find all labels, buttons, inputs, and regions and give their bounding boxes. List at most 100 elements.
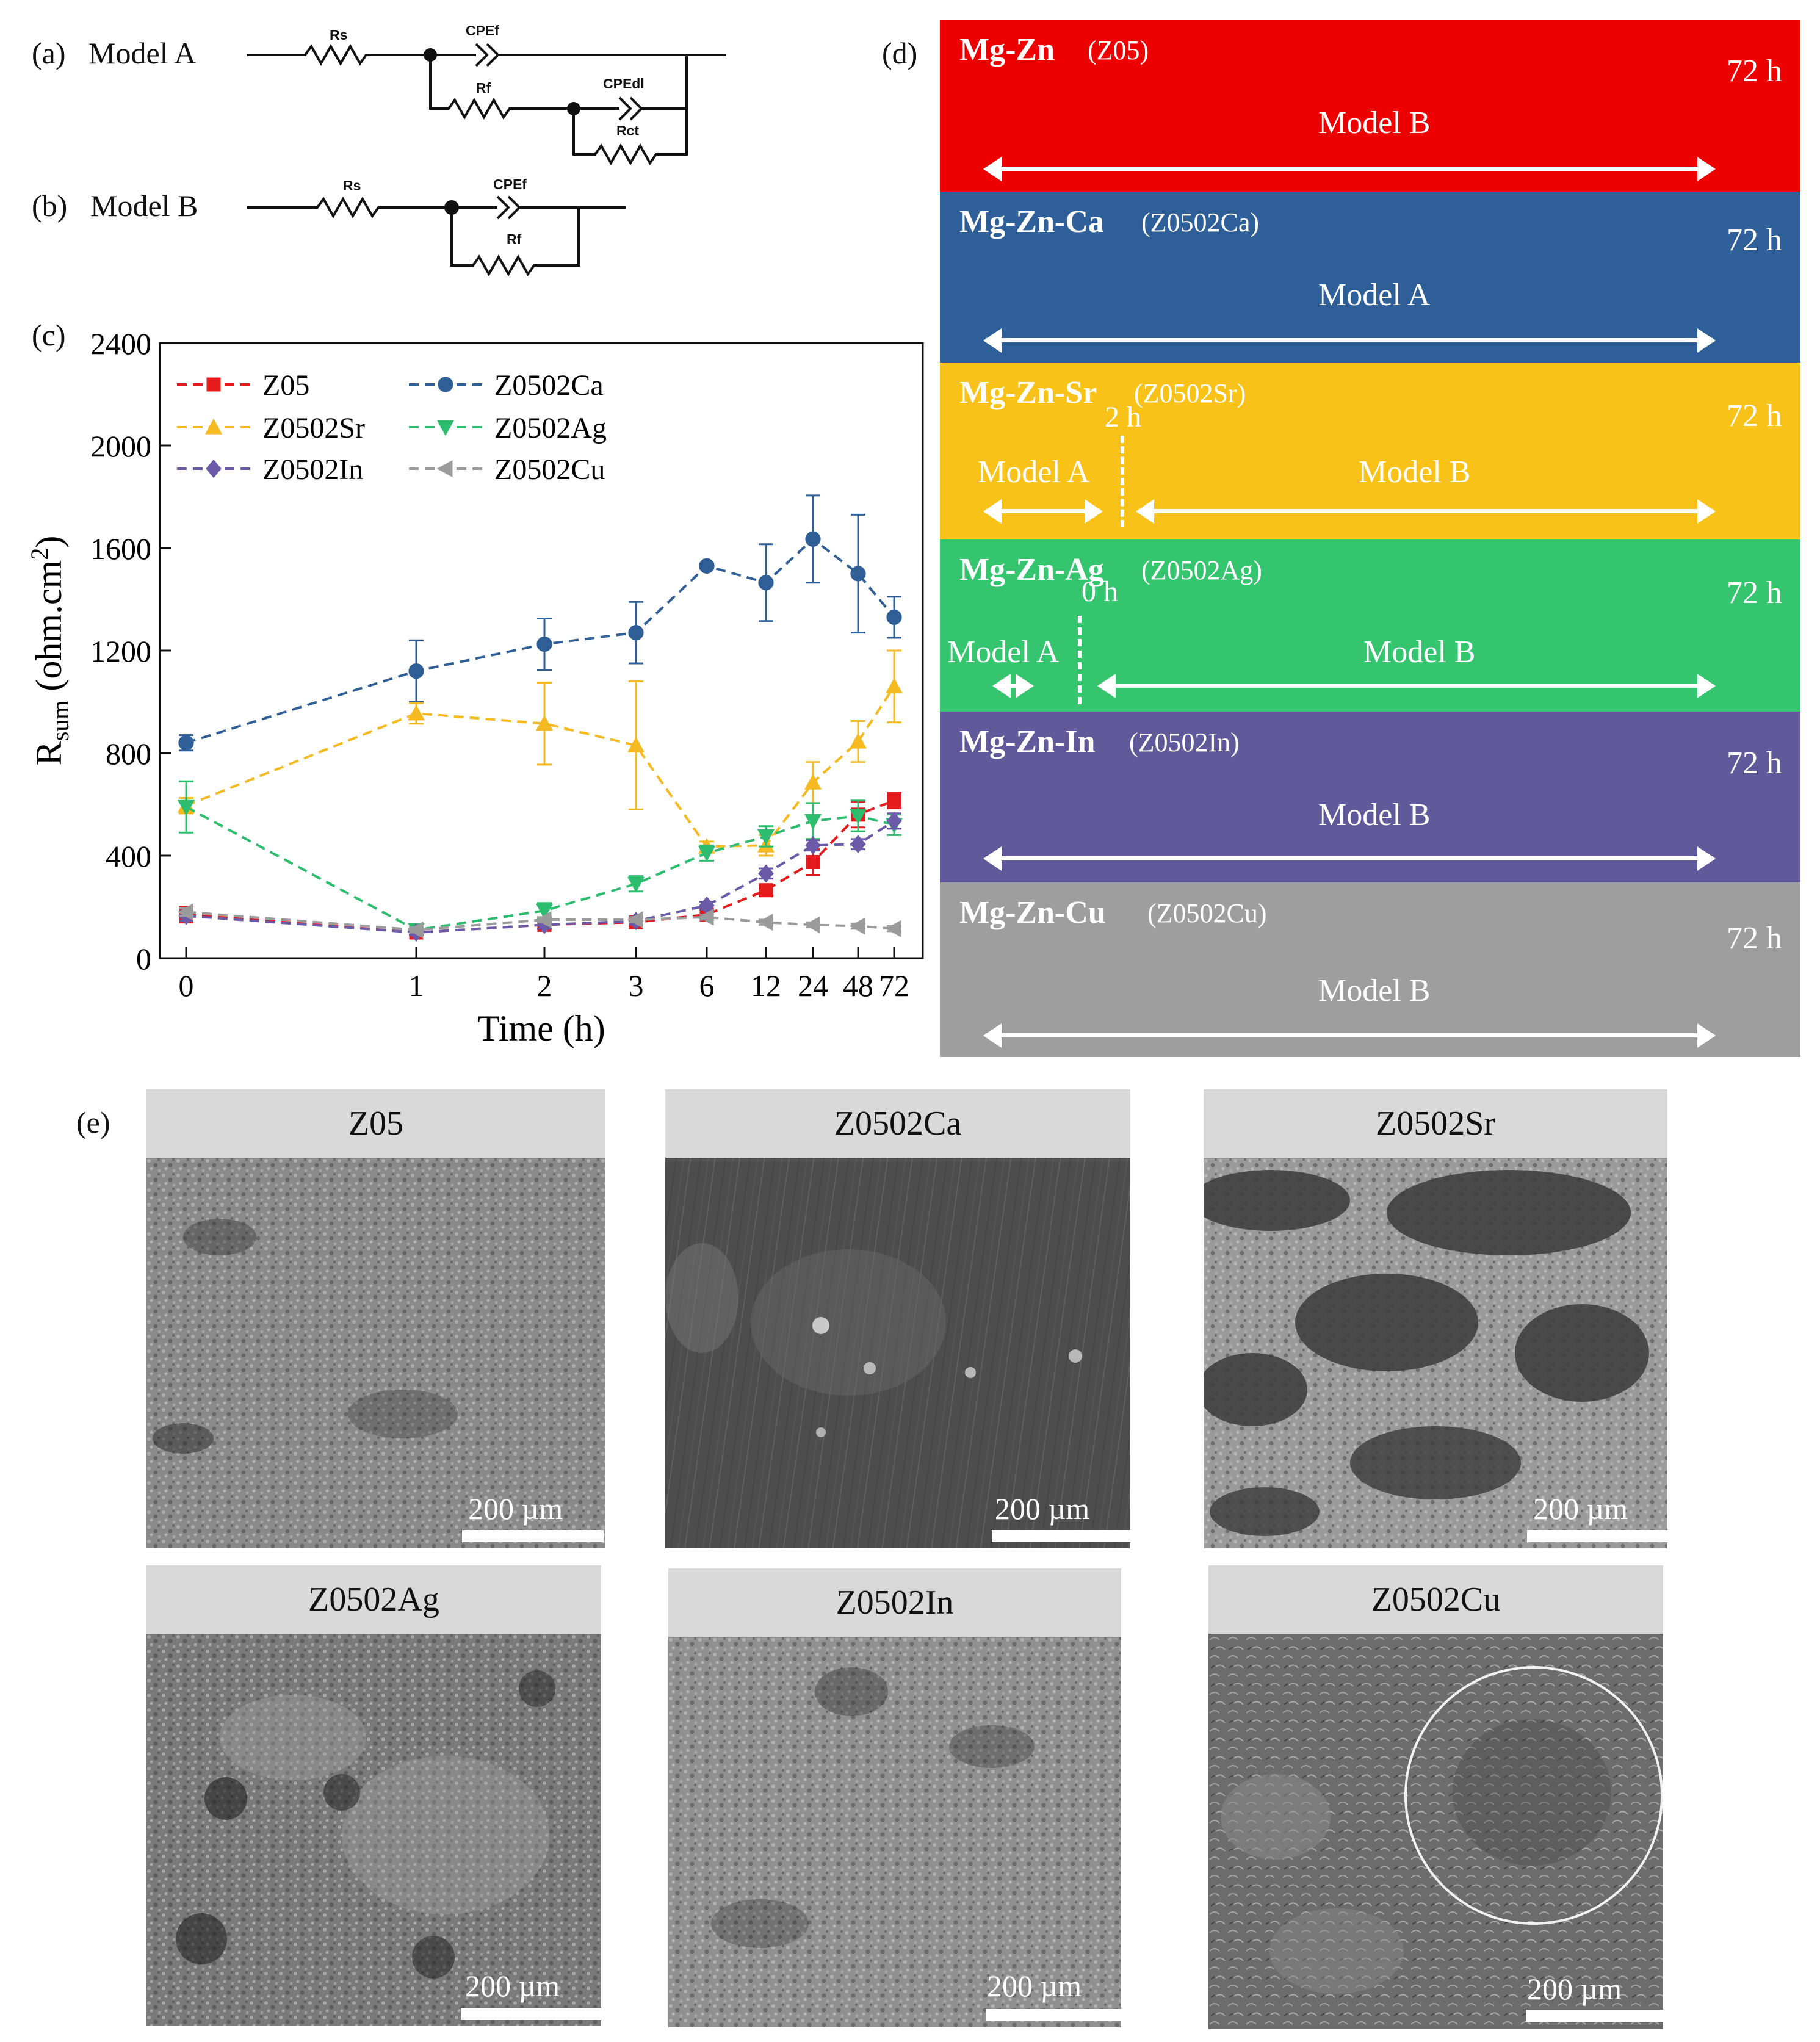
model-a-rct-label: Rct [616, 123, 639, 139]
band-model-label: Model B [1359, 455, 1471, 489]
x-tick-label: 48 [843, 969, 873, 1003]
data-point [849, 917, 865, 935]
band-alloy-label: Mg-Zn-Ag [959, 552, 1104, 587]
data-point [757, 829, 775, 845]
data-point [178, 735, 194, 751]
panel-label-c: (c) [32, 318, 66, 352]
data-point [758, 864, 774, 883]
model-b-circuit [247, 195, 626, 277]
x-tick-label: 72 [879, 969, 909, 1003]
sem-micrograph [1204, 1158, 1667, 1548]
data-point [627, 737, 645, 752]
sem-title: Z0502Ag [146, 1565, 601, 1634]
switch-time-marker [1078, 616, 1082, 704]
y-tick-label: 1200 [90, 634, 151, 668]
data-point [535, 715, 554, 731]
y-tick-label: 400 [106, 839, 151, 873]
panel-label-e: (e) [76, 1105, 110, 1139]
sem-title: Z0502In [668, 1568, 1121, 1637]
timeline-band-z0502sr: Mg-Zn-Sr (Z0502Sr) 72 h 2 h Model A Mode… [940, 363, 1800, 539]
data-point [805, 836, 821, 855]
y-tick-label: 0 [136, 942, 151, 976]
sem-micrograph [668, 1637, 1121, 2027]
equivalent-circuits: Rs CPEf Rf CPEdl Rct Rs CPEf Rf [247, 23, 726, 277]
data-point [886, 812, 902, 831]
series-z0502ag [177, 780, 903, 939]
data-point [758, 575, 774, 591]
node-dot [444, 200, 459, 215]
scale-label: 200 µm [465, 1969, 560, 2003]
timeline-band-z0502cu: Mg-Zn-Cu (Z0502Cu) 72 h Model B [940, 882, 1800, 1057]
data-point [408, 663, 424, 679]
scale-bar [461, 2008, 602, 2020]
scale-label: 200 µm [1533, 1492, 1628, 1526]
data-point [536, 636, 552, 652]
timeline-band-z0502in: Mg-Zn-In (Z0502In) 72 h Model B [940, 712, 1800, 882]
model-b-title: Model B [90, 189, 198, 223]
band-hours-label: 72 h [1727, 223, 1782, 258]
model-a-cpedl-label: CPEdl [603, 76, 645, 92]
model-span-arrow [983, 328, 1716, 353]
model-b-cpef-label: CPEf [493, 176, 527, 192]
data-point [885, 920, 901, 937]
data-point [628, 625, 644, 641]
band-alloy-label: Mg-Zn [959, 32, 1055, 67]
x-tick-label: 24 [798, 969, 828, 1003]
band-code-label: (Z0502Cu) [1147, 898, 1267, 928]
legend-item-z05: Z05 [177, 369, 309, 402]
series-line [186, 911, 895, 931]
sem-micrograph [146, 1158, 605, 1548]
legend-label: Z0502Sr [262, 412, 365, 444]
data-point [804, 774, 822, 790]
legend-item-z0502ag: Z0502Ag [409, 412, 607, 444]
data-point [887, 793, 901, 808]
legend-marker [206, 377, 221, 392]
model-timeline: Mg-Zn (Z05) 72 h Model B Mg-Zn-Ca (Z0502… [940, 20, 1800, 1057]
data-point [886, 609, 902, 626]
data-point [757, 914, 773, 931]
switch-time-label: 0 h [1082, 575, 1118, 608]
model-span-arrow [983, 499, 1103, 524]
model-b-rs-label: Rs [343, 178, 361, 193]
band-code-label: (Z0502Ca) [1141, 207, 1260, 237]
legend-label: Z05 [262, 369, 309, 402]
data-point [850, 566, 866, 582]
switch-time-marker [1121, 436, 1124, 527]
legend-marker [438, 377, 453, 392]
data-point [759, 883, 773, 898]
band-hours-label: 72 h [1727, 921, 1782, 956]
sem-image-z0502cu: Z0502Cu 200 µm [1208, 1565, 1667, 2029]
timeline-band-z05: Mg-Zn (Z05) 72 h Model B [940, 20, 1800, 192]
band-alloy-label: Mg-Zn-Sr [959, 375, 1097, 410]
data-point [849, 732, 867, 749]
band-alloy-label: Mg-Zn-Ca [959, 204, 1104, 239]
scale-bar [992, 1530, 1133, 1542]
band-model-label: Model A [947, 635, 1060, 669]
sem-title: Z0502Ca [665, 1089, 1130, 1158]
legend-marker [206, 459, 222, 478]
data-point [699, 558, 715, 574]
legend-marker [436, 420, 455, 436]
model-span-arrow [983, 157, 1716, 181]
scale-label: 200 µm [995, 1492, 1090, 1526]
legend-marker [436, 460, 453, 478]
data-point [850, 835, 866, 854]
band-alloy-label: Mg-Zn-In [959, 724, 1096, 759]
scale-bar [1526, 2010, 1667, 2022]
sem-micrograph [665, 1158, 1130, 1548]
legend-label: Z0502Cu [494, 453, 605, 486]
band-model-label: Model A [1318, 278, 1431, 312]
scale-bar [986, 2009, 1127, 2021]
band-alloy-label: Mg-Zn-Cu [959, 895, 1106, 930]
model-span-arrow [992, 674, 1034, 698]
y-tick-label: 2400 [90, 327, 151, 361]
band-hours-label: 72 h [1727, 746, 1782, 781]
band-hours-label: 72 h [1727, 399, 1782, 433]
data-point [698, 846, 716, 862]
data-point [627, 876, 645, 893]
model-a-circuit [247, 43, 726, 166]
model-span-arrow [983, 846, 1716, 871]
x-tick-label: 2 [537, 969, 552, 1003]
data-point [804, 916, 820, 934]
scale-bar [1527, 1530, 1669, 1542]
